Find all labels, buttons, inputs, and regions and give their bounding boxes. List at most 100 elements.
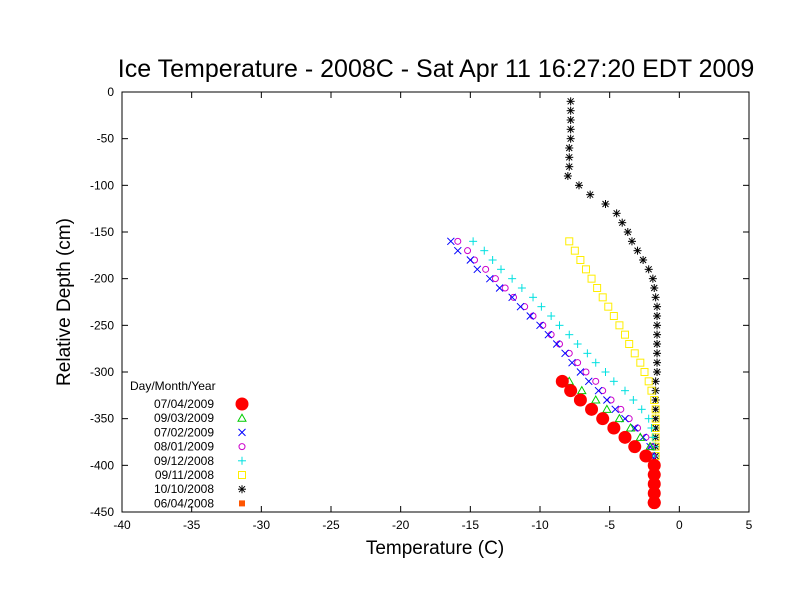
data-point	[566, 116, 575, 124]
data-point	[648, 274, 657, 283]
data-point	[526, 312, 535, 320]
data-point	[644, 377, 653, 386]
data-point	[651, 396, 660, 404]
data-point	[637, 405, 646, 414]
series-07-04-2009	[555, 374, 661, 510]
data-point	[653, 321, 662, 330]
data-point	[653, 302, 662, 311]
data-point	[644, 414, 653, 423]
x-tick-label: 0	[676, 518, 683, 532]
data-point	[625, 415, 633, 423]
legend: Day/Month/Year 07/04/200909/03/200907/02…	[130, 379, 249, 510]
data-point	[653, 340, 662, 348]
legend-marker	[239, 500, 245, 507]
data-point	[576, 256, 585, 264]
data-point	[625, 340, 634, 348]
data-point	[651, 424, 660, 432]
data-point	[623, 228, 632, 236]
data-point	[650, 396, 659, 404]
data-point	[653, 349, 662, 358]
data-point	[564, 384, 578, 398]
data-point	[566, 97, 575, 106]
data-point	[604, 302, 613, 311]
data-point	[585, 402, 599, 416]
x-tick-label: -20	[392, 518, 410, 532]
data-point	[508, 293, 516, 302]
legend-marker	[238, 471, 246, 479]
data-point	[473, 265, 482, 274]
legend-marker	[238, 485, 246, 494]
data-point	[640, 368, 649, 376]
data-point	[651, 414, 660, 423]
data-point	[653, 330, 662, 339]
data-point	[454, 237, 462, 245]
data-point	[496, 265, 505, 274]
data-point	[482, 265, 490, 273]
legend-marker	[238, 456, 246, 465]
y-tick-label: -200	[90, 272, 114, 286]
data-point	[601, 368, 610, 376]
legend-label: 09/12/2008	[154, 454, 214, 468]
data-point	[547, 312, 556, 320]
data-point	[584, 377, 593, 386]
data-point	[537, 302, 546, 311]
data-point	[629, 396, 638, 404]
data-point	[648, 433, 657, 442]
data-point	[647, 386, 656, 395]
data-point	[647, 458, 661, 472]
legend-label: 07/02/2009	[154, 425, 214, 439]
legend-title: Day/Month/Year	[130, 379, 216, 393]
data-point	[508, 274, 517, 283]
data-point	[639, 256, 648, 264]
data-points	[446, 97, 662, 510]
legend-label: 09/11/2008	[155, 468, 214, 482]
data-point	[563, 172, 572, 180]
data-point	[591, 358, 600, 367]
legend-marker	[238, 443, 246, 451]
legend-label: 09/03/2009	[154, 411, 214, 425]
data-point	[592, 377, 600, 385]
data-point	[647, 468, 661, 482]
data-point	[603, 396, 611, 404]
data-point	[488, 256, 497, 264]
data-point	[630, 349, 639, 358]
y-tick-label: -50	[97, 132, 115, 146]
legend-marker	[238, 428, 246, 437]
data-point	[653, 312, 662, 320]
data-point	[646, 442, 654, 451]
x-tick-label: 5	[746, 518, 753, 532]
data-point	[446, 237, 455, 246]
data-point	[647, 477, 661, 491]
data-point	[651, 293, 660, 302]
legend-label: 06/04/2008	[154, 496, 214, 510]
data-point	[650, 284, 659, 292]
data-point	[471, 256, 479, 264]
y-tick-label: -250	[90, 318, 114, 332]
x-axis-ticks: -40 -35 -30 -25 -20 -15 -10 -5 0 5	[113, 92, 753, 532]
y-tick-label: -100	[90, 178, 114, 192]
data-point	[647, 424, 656, 432]
data-point	[552, 340, 561, 348]
x-tick-label: -30	[253, 518, 271, 532]
data-point	[609, 312, 618, 320]
data-point	[587, 274, 596, 283]
data-point	[625, 422, 636, 432]
data-point	[645, 441, 655, 451]
data-point	[576, 368, 585, 376]
data-point	[565, 330, 574, 339]
data-point	[612, 209, 621, 218]
legend-marker	[237, 413, 247, 422]
data-point	[596, 412, 610, 426]
x-tick-label: -35	[183, 518, 201, 532]
data-point	[566, 106, 575, 115]
data-point	[651, 377, 660, 386]
data-point	[565, 237, 574, 246]
x-tick-label: -40	[113, 518, 131, 532]
y-tick-label: -150	[90, 225, 114, 239]
data-point	[636, 358, 645, 367]
data-point	[653, 368, 662, 376]
data-point	[633, 246, 642, 255]
data-point	[566, 125, 575, 134]
